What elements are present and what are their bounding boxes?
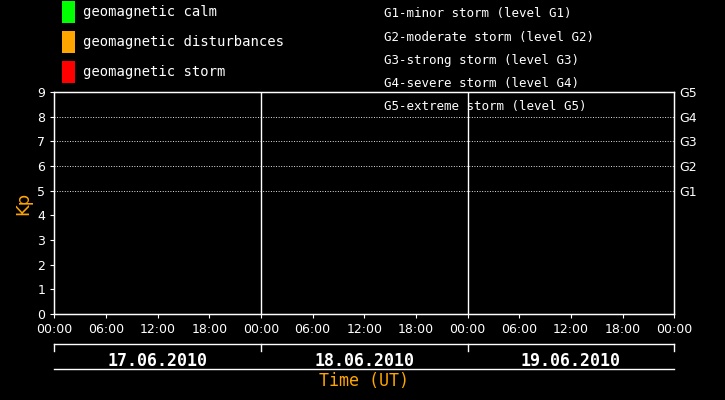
- Text: G4-severe storm (level G4): G4-severe storm (level G4): [384, 77, 579, 90]
- Text: 19.06.2010: 19.06.2010: [521, 352, 621, 370]
- Text: 18.06.2010: 18.06.2010: [315, 352, 414, 370]
- Text: G2-moderate storm (level G2): G2-moderate storm (level G2): [384, 31, 594, 44]
- Text: geomagnetic calm: geomagnetic calm: [83, 5, 218, 19]
- Text: geomagnetic storm: geomagnetic storm: [83, 65, 225, 79]
- Text: Time (UT): Time (UT): [319, 372, 410, 390]
- Text: G5-extreme storm (level G5): G5-extreme storm (level G5): [384, 100, 587, 113]
- Y-axis label: Kp: Kp: [14, 191, 32, 215]
- Text: geomagnetic disturbances: geomagnetic disturbances: [83, 35, 284, 49]
- Text: 17.06.2010: 17.06.2010: [108, 352, 207, 370]
- Text: G3-strong storm (level G3): G3-strong storm (level G3): [384, 54, 579, 67]
- Text: G1-minor storm (level G1): G1-minor storm (level G1): [384, 8, 572, 20]
